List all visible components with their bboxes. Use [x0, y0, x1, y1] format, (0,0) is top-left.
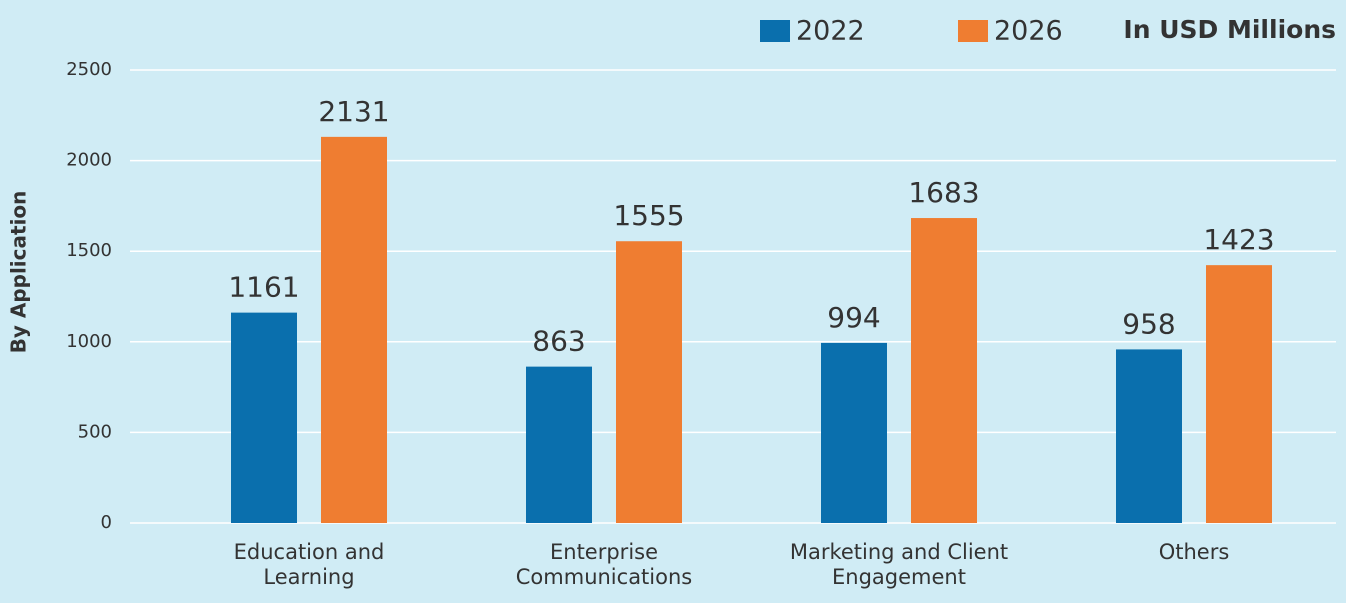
- legend-label: 2022: [796, 16, 865, 47]
- bar: [321, 136, 387, 523]
- bar: [1206, 265, 1272, 523]
- data-label: 994: [827, 301, 880, 334]
- data-label: 958: [1122, 307, 1175, 340]
- legend-label: 2026: [994, 16, 1063, 47]
- y-tick-label: 0: [101, 512, 112, 533]
- y-axis-label: By Application: [7, 191, 31, 354]
- bar: [526, 366, 592, 523]
- y-tick-label: 500: [78, 421, 112, 442]
- legend-swatch: [958, 20, 988, 42]
- data-label: 1555: [613, 199, 684, 232]
- data-label: 1161: [228, 271, 299, 304]
- bar: [1116, 349, 1182, 523]
- bar: [821, 342, 887, 523]
- y-tick-label: 1000: [66, 331, 112, 352]
- data-label: 1423: [1203, 223, 1274, 256]
- y-tick-label: 1500: [66, 240, 112, 261]
- legend-swatch: [760, 20, 790, 42]
- data-label: 2131: [318, 95, 389, 128]
- data-label: 863: [532, 325, 585, 358]
- bar: [616, 241, 682, 523]
- x-tick-label: Education and Learning: [233, 540, 385, 589]
- x-tick-label: Marketing and Client Engagement: [789, 540, 1009, 589]
- data-label: 1683: [908, 176, 979, 209]
- y-tick-label: 2500: [66, 59, 112, 80]
- bar: [231, 312, 297, 523]
- bar: [911, 218, 977, 523]
- unit-note: In USD Millions: [1123, 15, 1336, 44]
- x-tick-label: Others: [1158, 540, 1230, 564]
- x-tick-label: Enterprise Communications: [515, 540, 693, 589]
- y-tick-label: 2000: [66, 150, 112, 171]
